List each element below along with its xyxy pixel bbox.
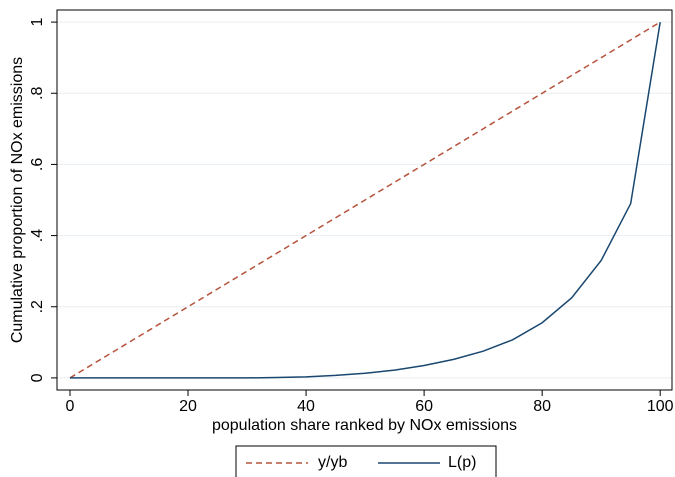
- y-tick-label: .6: [29, 158, 46, 171]
- legend: y/yb L(p): [235, 445, 497, 477]
- line-series: [69, 21, 661, 379]
- y-axis-title: Cumulative proportion of NOx emissions: [9, 57, 26, 343]
- legend-label: L(p): [448, 454, 476, 471]
- x-tick-label: 100: [647, 398, 674, 415]
- x-axis-title: population share ranked by NOx emissions: [212, 417, 517, 434]
- x-tick-label: 40: [297, 398, 315, 415]
- x-tick-label: 80: [533, 398, 551, 415]
- plot-frame: [56, 9, 673, 391]
- y-tick-label: .2: [29, 300, 46, 313]
- x-tick-label: 0: [66, 398, 75, 415]
- y-tick-label: 0: [29, 373, 46, 382]
- y-tick-label: .8: [29, 86, 46, 99]
- line-series: [69, 21, 661, 379]
- x-tick-label: 20: [179, 398, 197, 415]
- legend-box: [235, 445, 497, 477]
- y-tick-label: 1: [29, 18, 46, 27]
- legend-label: y/yb: [318, 454, 347, 471]
- x-tick-label: 60: [415, 398, 433, 415]
- y-tick-label: .4: [29, 229, 46, 242]
